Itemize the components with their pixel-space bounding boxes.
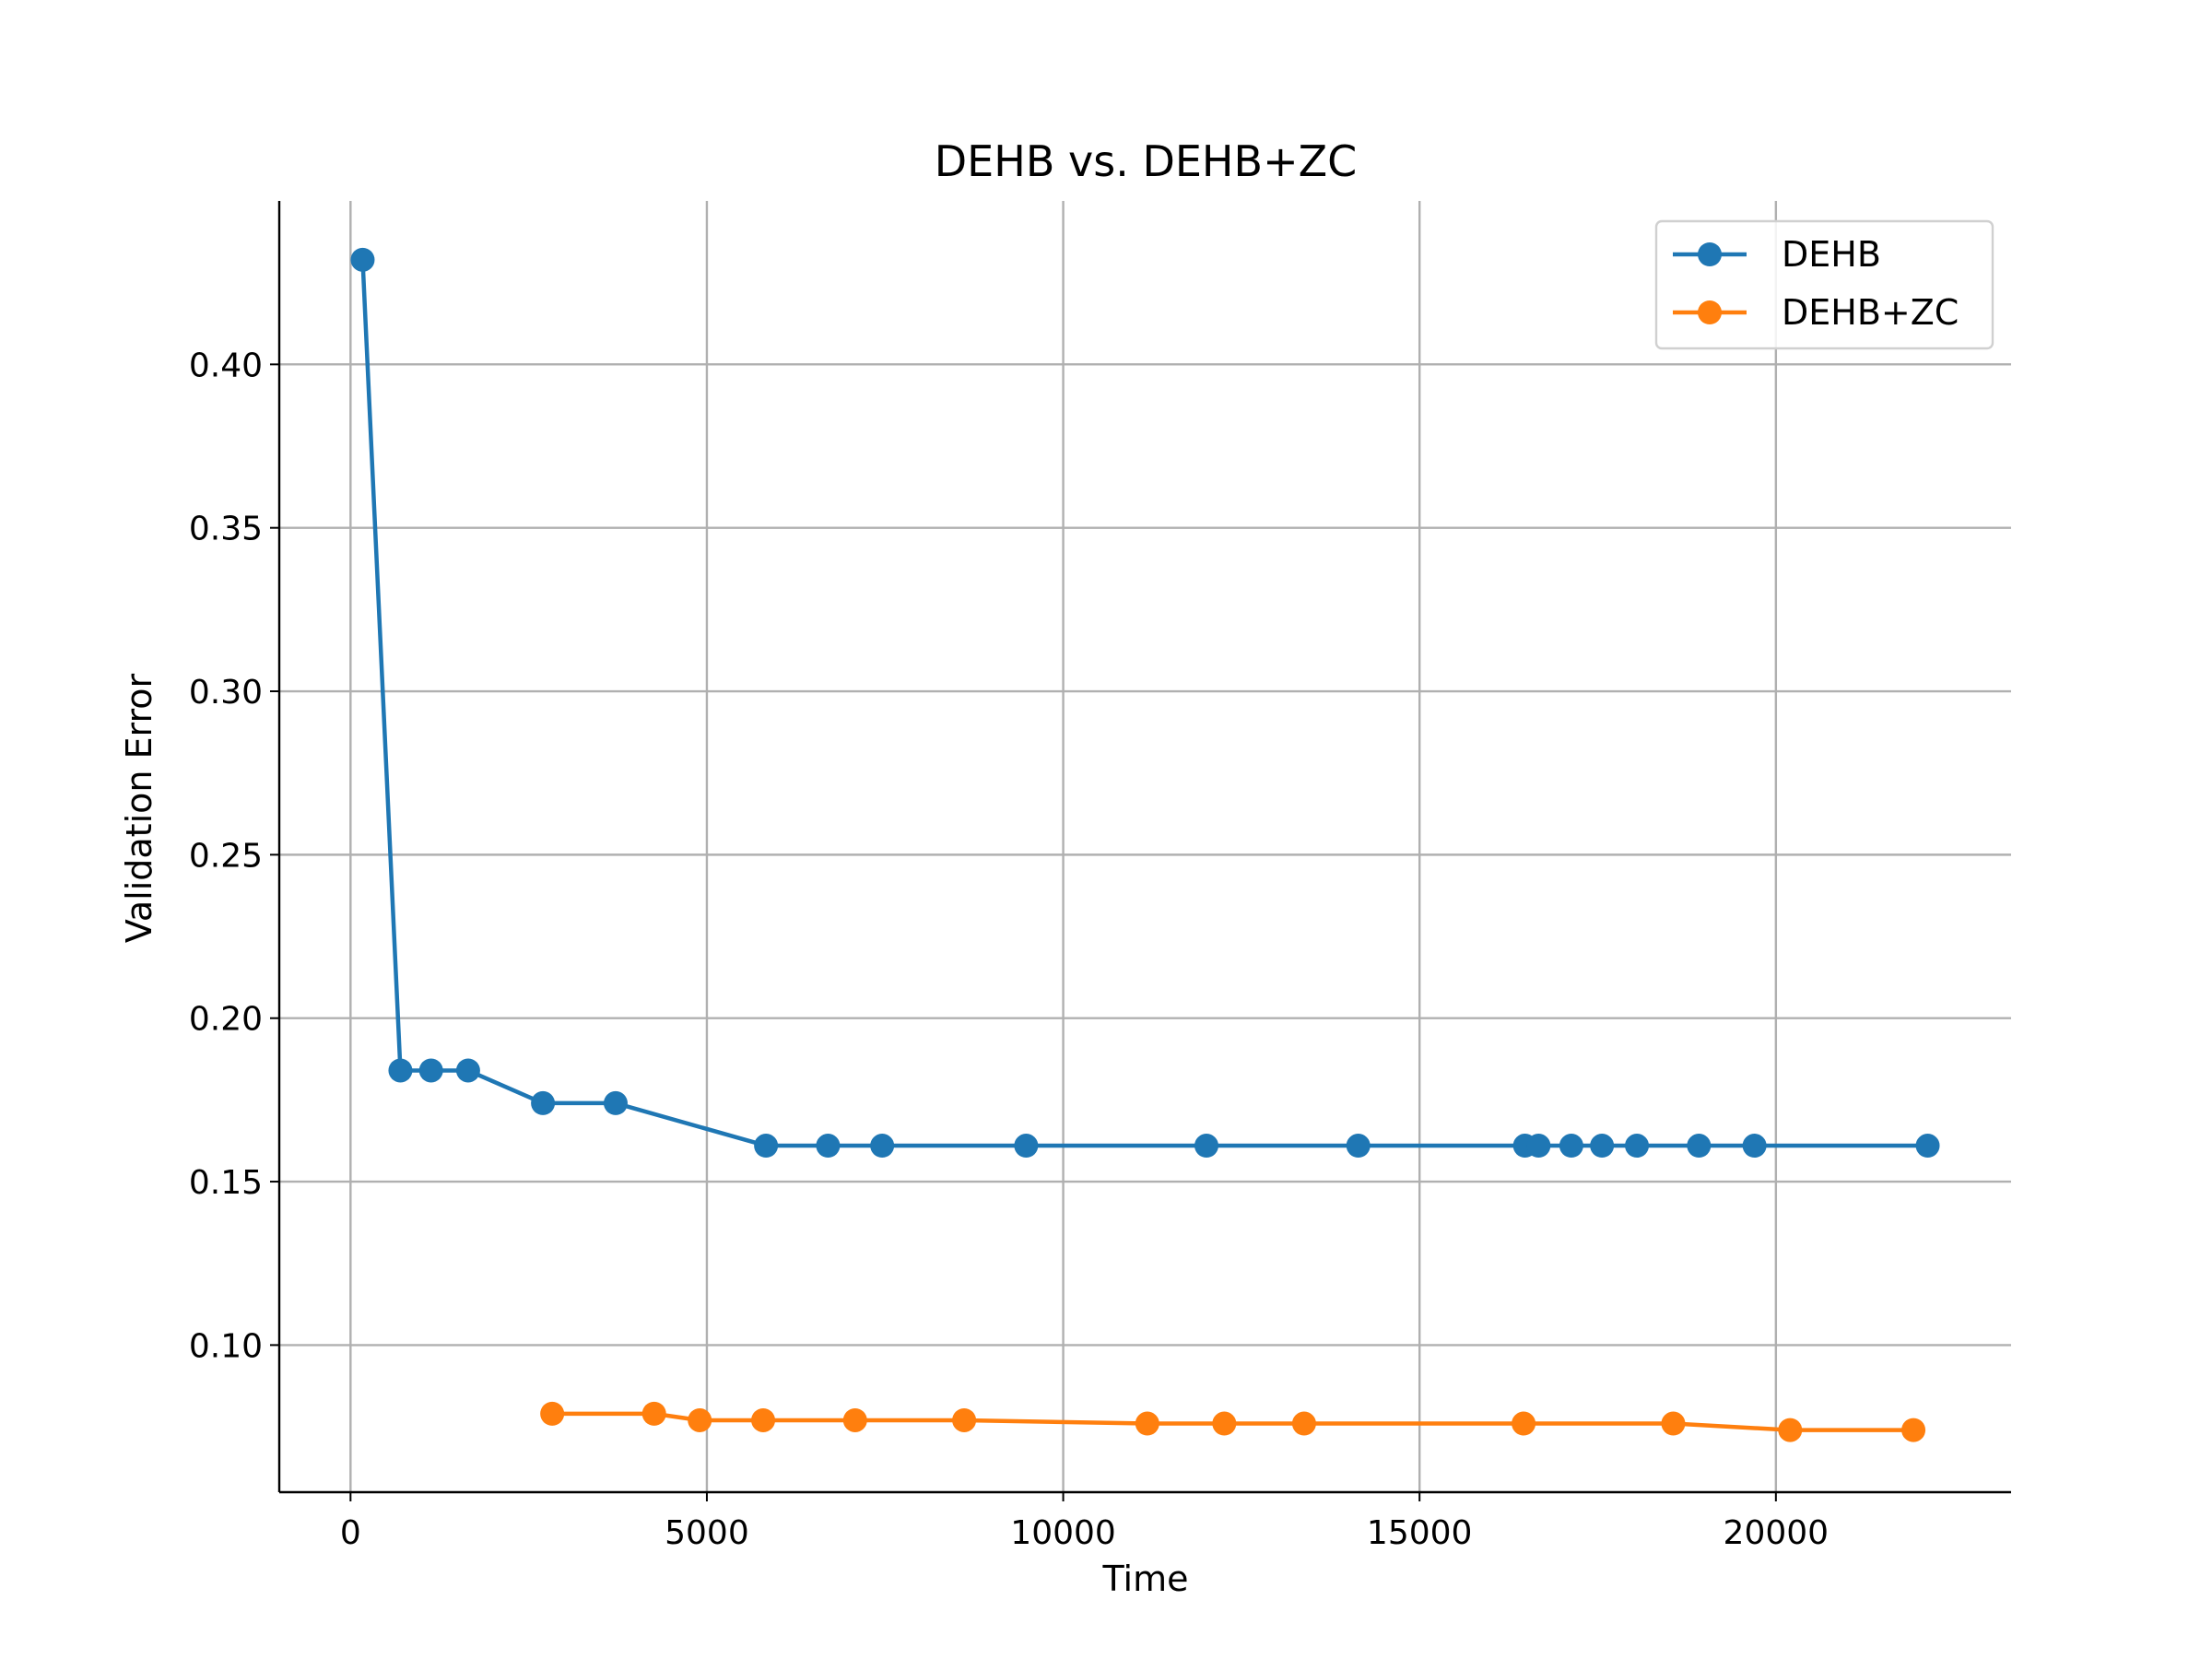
data-point-dehb-zc: [641, 1401, 666, 1426]
x-tick-label: 20000: [1724, 1514, 1830, 1552]
x-axis-label: Time: [1102, 1559, 1189, 1599]
data-point-dehb-zc: [751, 1407, 776, 1432]
y-tick-label: 0.25: [189, 837, 263, 875]
y-tick-label: 0.15: [189, 1164, 263, 1202]
legend-label-dehb: DEHB: [1782, 234, 1881, 275]
data-point-dehb: [754, 1134, 779, 1159]
data-point-dehb: [1625, 1134, 1650, 1159]
data-point-dehb-zc: [1512, 1411, 1536, 1436]
data-point-dehb-zc: [1661, 1411, 1686, 1436]
data-point-dehb: [1014, 1134, 1039, 1159]
data-point-dehb: [350, 247, 375, 272]
data-point-dehb-zc: [1291, 1411, 1316, 1436]
x-tick-label: 0: [340, 1514, 361, 1552]
y-tick-label: 0.10: [189, 1327, 263, 1365]
data-point-dehb-zc: [540, 1401, 565, 1426]
data-point-dehb: [1559, 1134, 1583, 1159]
data-point-dehb: [455, 1058, 480, 1083]
data-point-dehb: [1346, 1134, 1371, 1159]
data-point-dehb: [388, 1058, 413, 1083]
legend-marker-dehb: [1698, 242, 1722, 266]
series-layer: [350, 247, 1940, 1442]
data-point-dehb-zc: [952, 1407, 977, 1432]
chart-title: DEHB vs. DEHB+ZC: [935, 136, 1358, 186]
data-point-dehb-zc: [688, 1407, 712, 1432]
data-point-dehb: [1590, 1134, 1615, 1159]
y-tick-label: 0.40: [189, 347, 263, 384]
data-point-dehb: [816, 1134, 841, 1159]
data-point-dehb: [531, 1090, 556, 1115]
grid: [279, 201, 2011, 1492]
y-tick-label: 0.30: [189, 674, 263, 712]
data-point-dehb-zc: [1135, 1411, 1159, 1436]
legend: DEHB DEHB+ZC: [1654, 219, 1994, 350]
y-axis-label: Validation Error: [119, 673, 159, 943]
data-point-dehb: [870, 1134, 895, 1159]
series-line-dehb: [360, 259, 1928, 1148]
axes: [270, 201, 2011, 1501]
x-tick-label: 15000: [1367, 1514, 1473, 1552]
data-point-dehb: [1915, 1134, 1940, 1159]
data-point-dehb: [603, 1090, 628, 1115]
data-point-dehb-zc: [1901, 1418, 1926, 1442]
y-tick-label: 0.35: [189, 511, 263, 548]
data-point-dehb: [1526, 1134, 1551, 1159]
tick-labels: 0 5000 10000 15000 20000 0.10 0.15 0.20 0.25 0.30…: [189, 347, 1829, 1552]
legend-marker-dehb-zc: [1698, 300, 1722, 324]
data-point-dehb: [1194, 1134, 1218, 1159]
data-point-dehb-zc: [1212, 1411, 1237, 1436]
legend-label-dehb-zc: DEHB+ZC: [1782, 292, 1959, 333]
data-point-dehb-zc: [1778, 1418, 1803, 1442]
x-tick-label: 10000: [1010, 1514, 1116, 1552]
data-point-dehb: [1687, 1134, 1712, 1159]
x-tick-label: 5000: [665, 1514, 749, 1552]
data-point-dehb: [1742, 1134, 1767, 1159]
data-point-dehb: [418, 1058, 443, 1083]
y-tick-label: 0.20: [189, 1001, 263, 1039]
data-point-dehb-zc: [842, 1407, 867, 1432]
